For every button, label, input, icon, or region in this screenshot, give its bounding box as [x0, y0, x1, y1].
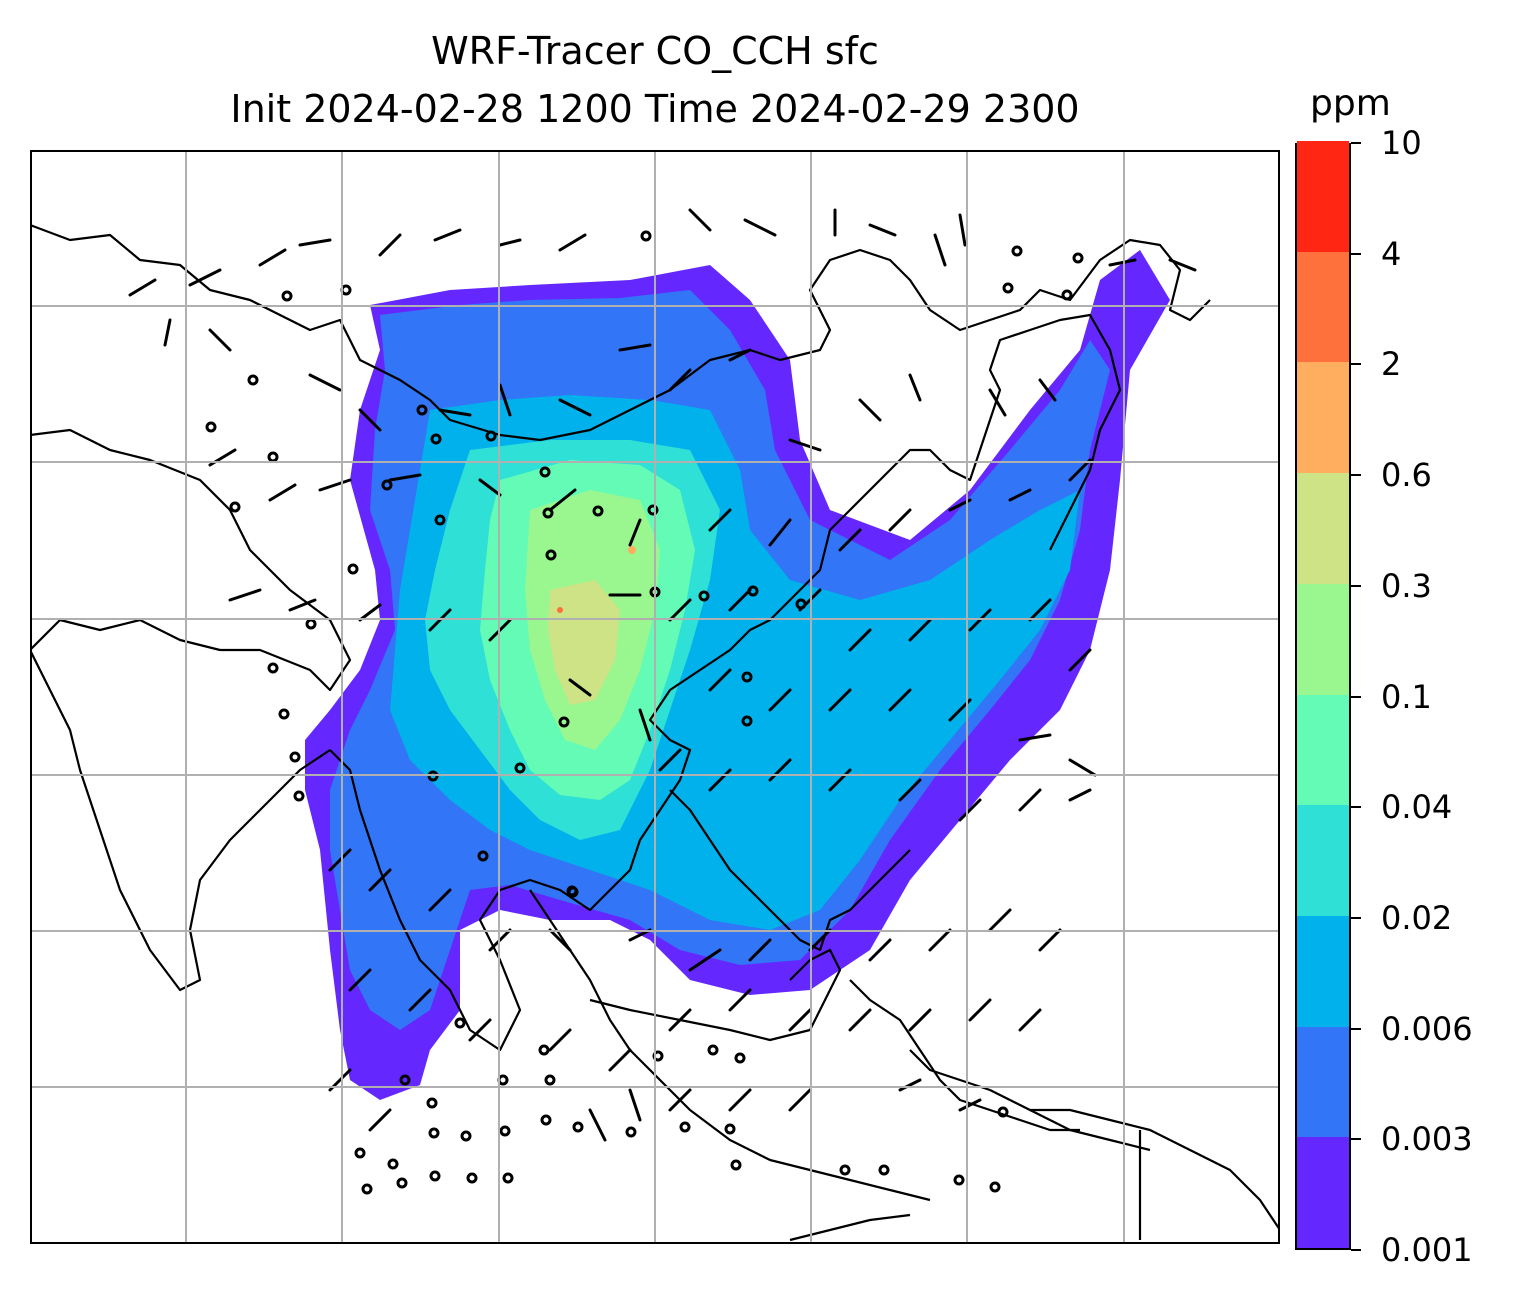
colorbar-tick	[1351, 1027, 1361, 1030]
colorbar-tick	[1351, 363, 1361, 366]
calm-wind-markers	[205, 230, 1084, 1195]
map-border	[30, 150, 1280, 1244]
colorbar-tick-label: 0.006	[1381, 1009, 1473, 1048]
colorbar-tick-label: 10	[1381, 124, 1422, 162]
gridlines	[30, 150, 1280, 1244]
colorbar-tick-label: 4	[1381, 234, 1402, 273]
wind-barbs	[128, 208, 1197, 1142]
colorbar-tick	[1351, 142, 1361, 144]
colorbar-segment	[1297, 804, 1349, 916]
map-canvas	[30, 150, 1280, 1244]
colorbar-tick-label: 0.1	[1381, 677, 1432, 716]
map-subtitle: Init 2024-02-28 1200 Time 2024-02-29 230…	[230, 87, 1080, 131]
colorbar-tick-label: 0.001	[1381, 1231, 1473, 1269]
colorbar-tick-label: 2	[1381, 345, 1402, 384]
colorbar-tick	[1351, 584, 1361, 587]
colorbar-tick	[1351, 1138, 1361, 1141]
field-level-7	[548, 580, 620, 705]
colorbar-tick	[1351, 252, 1361, 255]
colorbar-segment	[1297, 140, 1349, 252]
colorbar-tick	[1351, 916, 1361, 919]
colorbar-tick-label: 0.3	[1381, 566, 1432, 605]
colorbar-tick	[1351, 474, 1361, 477]
colorbar-tick-label: 0.04	[1381, 788, 1453, 827]
colorbar-tick	[1351, 695, 1361, 698]
colorbar-tick-label: 0.003	[1381, 1120, 1473, 1159]
colorbar-segment	[1297, 1136, 1349, 1248]
field-level-9-spot	[557, 607, 563, 613]
colorbar	[1295, 140, 1351, 1250]
colorbar-segment	[1297, 1026, 1349, 1138]
colorbar-unit: ppm	[1310, 83, 1391, 124]
colorbar-segment	[1297, 472, 1349, 584]
colorbar-tick	[1351, 1249, 1361, 1251]
colorbar-segment	[1297, 694, 1349, 806]
colorbar-tick	[1351, 806, 1361, 809]
colorbar-segment	[1297, 361, 1349, 474]
map-title: WRF-Tracer CO_CCH sfc	[431, 29, 879, 73]
concentration-field	[305, 250, 1170, 1100]
coastlines	[30, 223, 1280, 1242]
map-panel	[30, 150, 1280, 1244]
colorbar-tick-label: 0.02	[1381, 898, 1453, 937]
colorbar-segment	[1297, 915, 1349, 1027]
field-level-8-spot	[628, 546, 636, 554]
colorbar-tick-label: 0.6	[1381, 456, 1432, 495]
colorbar-segment	[1297, 251, 1349, 363]
colorbar-segment	[1297, 583, 1349, 695]
